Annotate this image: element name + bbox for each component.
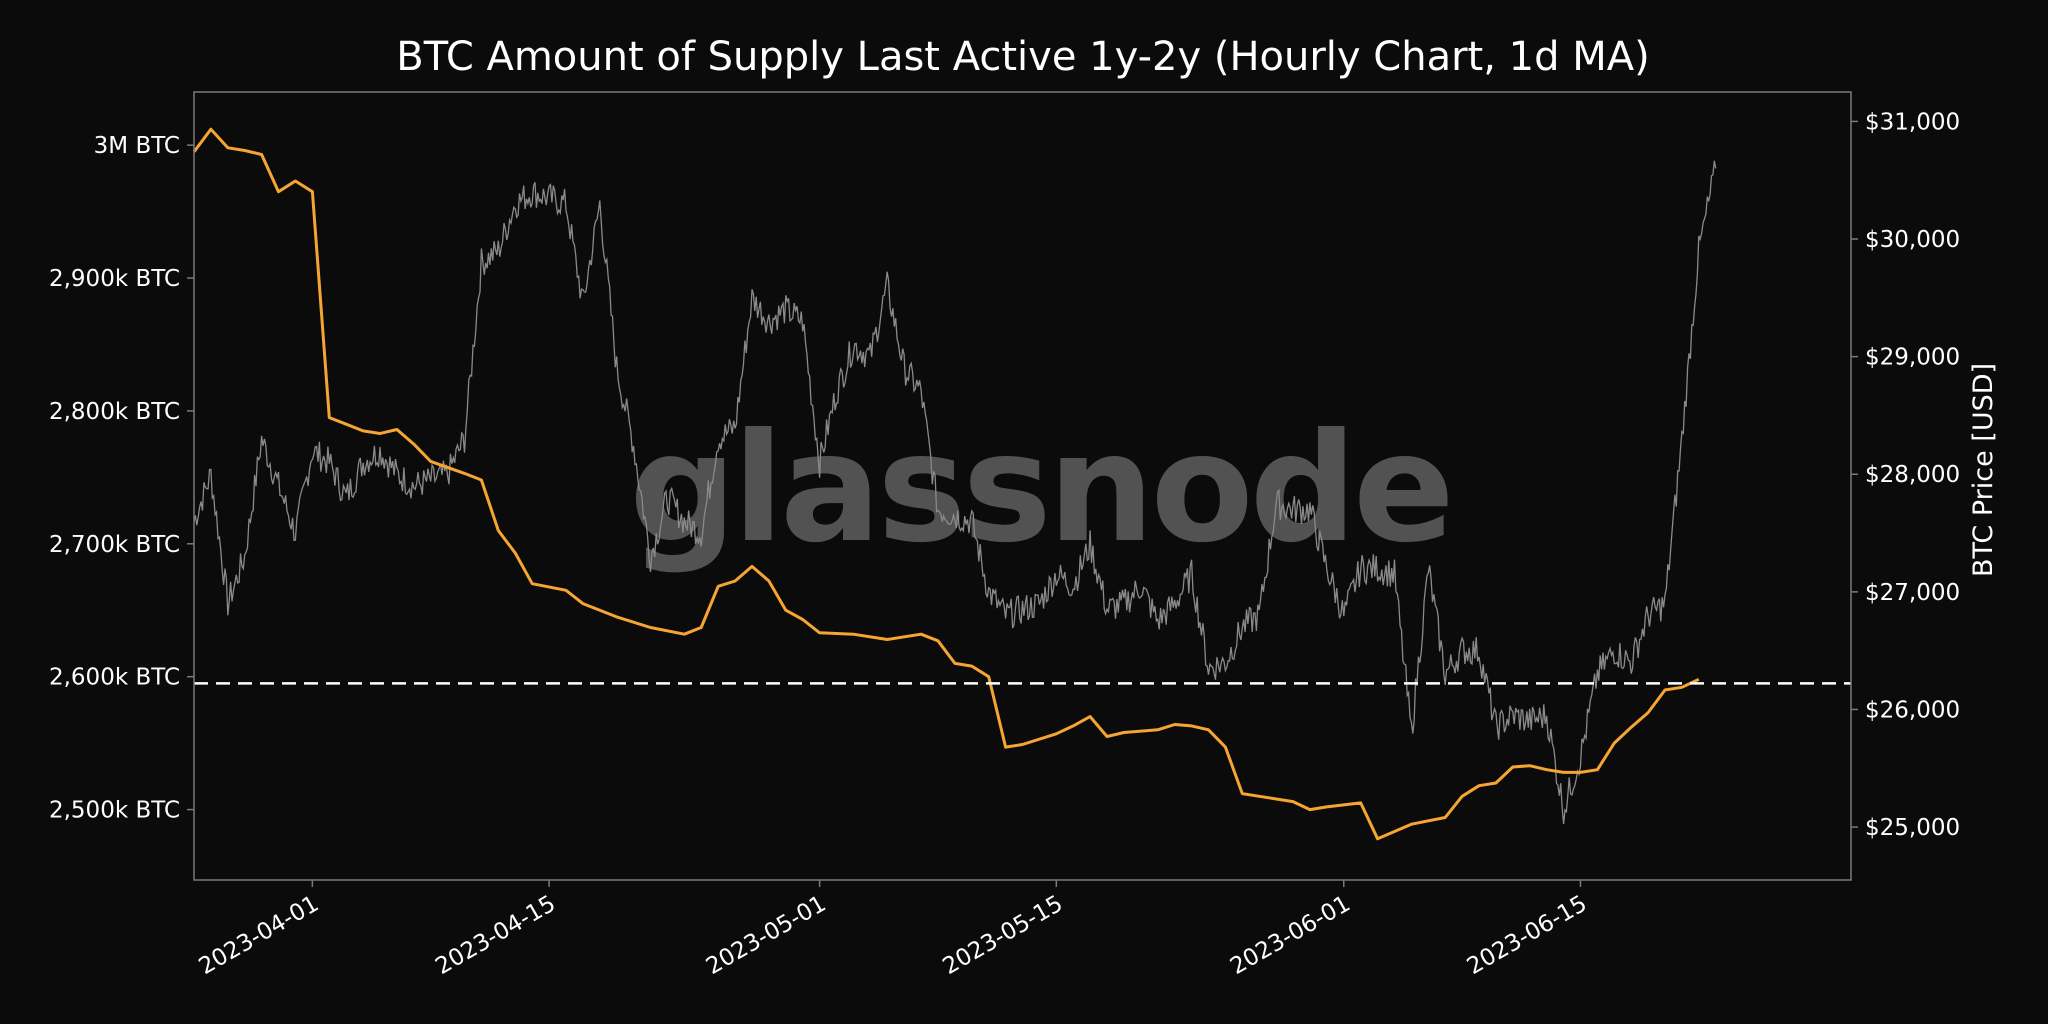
left-tick-label: 2,800k BTC: [49, 399, 180, 425]
left-tick-label: 3M BTC: [94, 133, 180, 159]
right-tick-label: $25,000: [1865, 815, 1960, 841]
left-tick-label: 2,600k BTC: [49, 665, 180, 691]
right-tick-label: $28,000: [1865, 462, 1960, 488]
x-tick-label: 2023-06-01: [1226, 891, 1355, 980]
price-series-layer: [193, 160, 1717, 825]
right-tick-label: $27,000: [1865, 580, 1960, 606]
right-tick-label: $29,000: [1865, 345, 1960, 371]
x-tick-label: 2023-06-15: [1463, 891, 1592, 980]
supply-series-layer: [192, 127, 1700, 841]
right-tick-label: $30,000: [1865, 227, 1960, 253]
x-tick-label: 2023-05-01: [702, 891, 831, 980]
left-tick-label: 2,500k BTC: [49, 798, 180, 824]
price-series-line: [193, 160, 1717, 825]
right-axis-ticks: $25,000 $26,000 $27,000 $28,000 $29,000 $30,0…: [1851, 109, 1960, 841]
x-tick-label: 2023-04-15: [431, 891, 560, 980]
x-tick-label: 2023-04-01: [195, 891, 324, 980]
left-tick-label: 2,700k BTC: [49, 532, 180, 558]
supply-series-line: [192, 127, 1700, 841]
plot-frame: [193, 91, 1852, 881]
right-tick-label: $31,000: [1865, 109, 1960, 135]
x-tick-label: 2023-05-15: [939, 891, 1068, 980]
right-axis-label: BTC Price [USD]: [1968, 363, 1999, 577]
x-axis-ticks: 2023-04-01 2023-04-15 2023-05-01 2023-05-15…: [195, 880, 1592, 980]
right-tick-label: $26,000: [1865, 697, 1960, 723]
left-axis-ticks: 2,500k BTC 2,600k BTC 2,700k BTC 2,800k BTC…: [49, 133, 194, 824]
left-tick-label: 2,900k BTC: [49, 266, 180, 292]
chart-title: BTC Amount of Supply Last Active 1y-2y (…: [396, 34, 1649, 80]
watermark-logo: glassnode: [629, 402, 1451, 576]
